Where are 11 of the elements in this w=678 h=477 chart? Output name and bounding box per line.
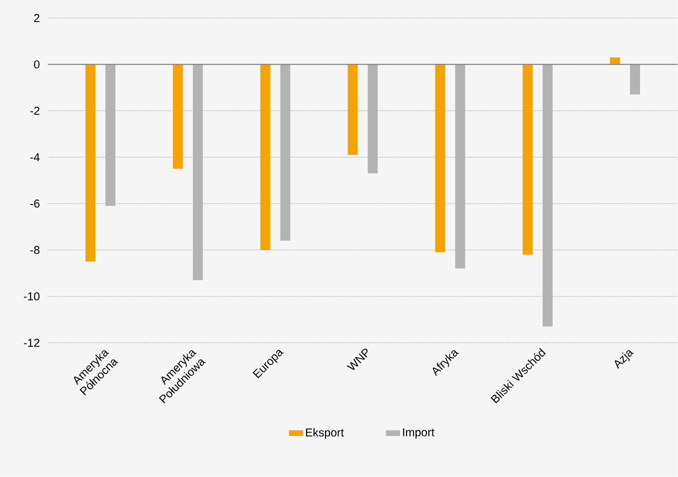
legend-label: Eksport <box>306 428 344 439</box>
y-tick-label: -10 <box>24 292 40 301</box>
y-tick-label: 2 <box>34 14 40 22</box>
y-tick-label: -8 <box>30 246 40 254</box>
y-tick-label: -12 <box>24 338 40 347</box>
y-tick-label: -6 <box>30 200 40 208</box>
x-tick-label: Azja <box>614 350 634 370</box>
y-tick-label: 0 <box>34 60 40 69</box>
y-tick-label: -4 <box>30 153 40 162</box>
legend-label: Import <box>403 428 434 439</box>
y-tick-label: -2 <box>30 106 40 115</box>
